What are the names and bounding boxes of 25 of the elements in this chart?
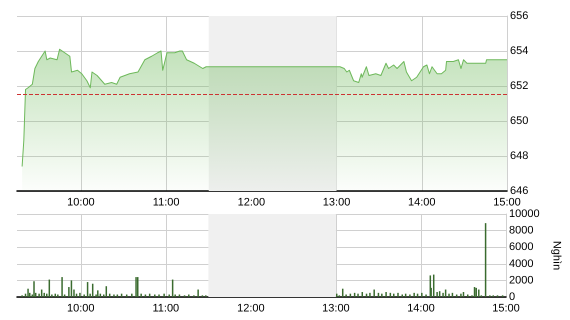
x-tick-label: 15:00 [492, 302, 520, 314]
x-tick-label: 13:00 [322, 302, 350, 314]
x-tick-label: 14:00 [408, 196, 436, 208]
x-tick-label: 11:00 [152, 196, 180, 208]
y-tick-label: 8000 [509, 224, 534, 237]
y-tick-label: 6000 [509, 241, 534, 254]
y-tick-label: 652 [510, 80, 528, 92]
y-axis-title: Nghìn [550, 240, 562, 270]
x-tick-label: 12:00 [237, 302, 265, 314]
y-tick-label: 648 [510, 150, 528, 162]
y-tick-label: 4000 [509, 258, 534, 270]
x-tick-label: 12:00 [238, 196, 266, 208]
x-tick-label: 10:00 [67, 196, 95, 208]
y-tick-label: 654 [510, 45, 528, 57]
y-tick-label: 2000 [509, 274, 534, 286]
y-tick-label: 656 [510, 10, 528, 22]
x-tick-label: 15:00 [493, 196, 521, 208]
y-tick-label: 0 [509, 291, 516, 303]
y-tick-label: 10000 [509, 208, 540, 220]
x-tick-label: 13:00 [322, 196, 350, 208]
y-tick-label: 646 [510, 185, 528, 197]
x-tick-label: 11:00 [152, 302, 180, 314]
x-tick-label: 10:00 [67, 302, 95, 314]
x-tick-label: 14:00 [407, 302, 435, 314]
y-tick-label: 650 [510, 115, 528, 127]
